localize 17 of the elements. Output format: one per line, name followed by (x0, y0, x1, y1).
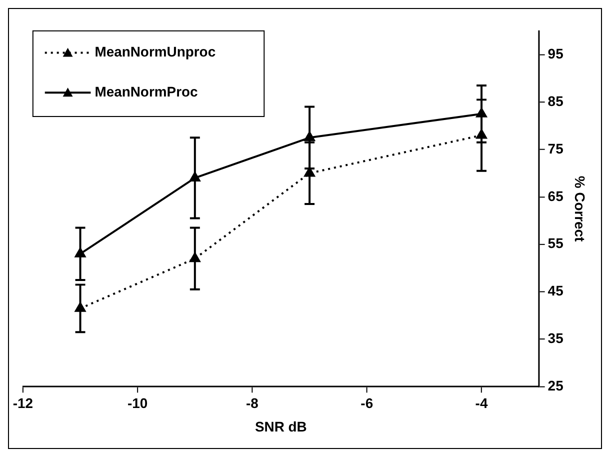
legend-label: MeanNormUnproc (94, 44, 216, 60)
x-tick-label: -4 (475, 394, 488, 411)
x-tick-label: -12 (12, 394, 34, 411)
y-tick-label: 95 (548, 45, 564, 62)
legend-label: MeanNormProc (94, 83, 198, 100)
x-tick-label: -6 (360, 394, 374, 411)
y-tick-label: 35 (548, 330, 564, 346)
y-tick-label: 75 (548, 140, 564, 156)
x-tick-label: -10 (128, 394, 148, 411)
x-tick-label: -8 (246, 394, 259, 411)
x-axis-title: SNR dB (254, 418, 307, 435)
y-axis-title: % Correct (572, 176, 588, 242)
y-tick-label: 45 (548, 282, 564, 299)
y-tick-label: 85 (548, 92, 564, 109)
y-tick-label: 25 (548, 378, 564, 394)
y-tick-label: 55 (548, 235, 564, 252)
y-tick-label: 65 (548, 188, 564, 204)
